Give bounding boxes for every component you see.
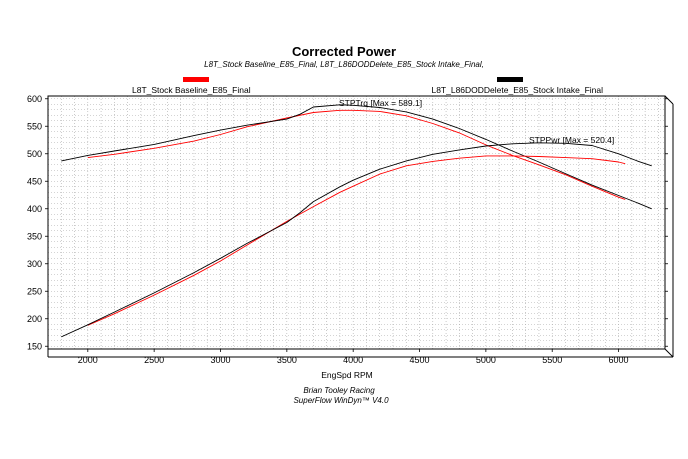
legend-swatch-dod-delete [497, 77, 523, 82]
x-tick-label: 2000 [78, 355, 98, 365]
series-lines [61, 104, 652, 338]
x-axis-label: EngSpd RPM [321, 370, 373, 380]
y-tick-label: 450 [27, 176, 42, 186]
y-tick-label: 300 [27, 259, 42, 269]
y-tick-label: 550 [27, 121, 42, 131]
y-tick-label: 200 [27, 314, 42, 324]
series-line-dod-delete-stptrq [61, 104, 652, 210]
x-tick-label: 3500 [277, 355, 297, 365]
legend-label-dod-delete: L8T_L86DODDelete_E85_Stock Intake_Final [431, 85, 603, 95]
series-line-dod-delete-stppwr [61, 142, 652, 338]
x-tick-label: 5000 [476, 355, 496, 365]
y-tick-label: 150 [27, 341, 42, 351]
axis-ticks: 2000 2500 3000 3500 4000 4500 5000 5500 6000 150 2… [27, 94, 668, 365]
plot-area: 2000 2500 3000 3500 4000 4500 5000 5500 6000 150 2… [27, 94, 674, 365]
y-tick-label: 250 [27, 286, 42, 296]
legend-label-stock-baseline: L8T_Stock Baseline_E85_Final [132, 85, 251, 95]
x-tick-label: 4000 [343, 355, 363, 365]
x-tick-label: 4500 [410, 355, 430, 365]
x-tick-label: 3000 [210, 355, 230, 365]
series-line-stock-baseline-stptrq [87, 109, 626, 200]
annotation-power: STPPwr [Max = 520.4] [529, 135, 614, 145]
plot-frame [47, 95, 666, 350]
y-tick-label: 500 [27, 149, 42, 159]
x-tick-label: 6000 [609, 355, 629, 365]
chart-subtitle: L8T_Stock Baseline_E85_Final, L8T_L86DOD… [204, 60, 484, 69]
frame-bevel-br [664, 348, 674, 358]
legend-swatch-stock-baseline [183, 77, 209, 82]
x-tick-label: 2500 [144, 355, 164, 365]
plot-background [48, 96, 665, 349]
chart-title: Corrected Power [292, 44, 396, 59]
frame-bevel-tr [664, 95, 674, 105]
x-tick-label: 5500 [542, 355, 562, 365]
footer-software: SuperFlow WinDyn™ V4.0 [293, 396, 389, 405]
annotation-torque: STPTrq [Max = 589.1] [339, 98, 422, 108]
footer-company: Brian Tooley Racing [303, 386, 375, 395]
y-tick-label: 400 [27, 204, 42, 214]
y-tick-label: 350 [27, 231, 42, 241]
y-tick-label: 600 [27, 94, 42, 104]
series-line-stock-baseline-stppwr [87, 155, 626, 326]
grid [48, 96, 665, 349]
